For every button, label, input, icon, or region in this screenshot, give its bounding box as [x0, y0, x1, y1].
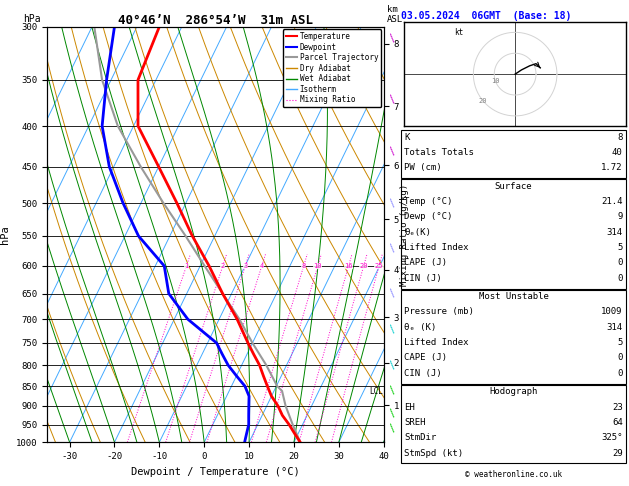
Text: 10: 10 — [313, 263, 322, 269]
Text: /: / — [387, 323, 399, 334]
Text: /: / — [387, 197, 399, 208]
Text: kt: kt — [455, 28, 464, 37]
Text: θₑ (K): θₑ (K) — [404, 323, 437, 332]
Text: PW (cm): PW (cm) — [404, 163, 442, 172]
Text: Lifted Index: Lifted Index — [404, 243, 469, 252]
Text: 40: 40 — [612, 148, 623, 157]
Text: CIN (J): CIN (J) — [404, 369, 442, 378]
Text: Hodograph: Hodograph — [489, 387, 538, 396]
Text: /: / — [387, 360, 399, 371]
Text: Dewp (°C): Dewp (°C) — [404, 212, 453, 221]
Text: CAPE (J): CAPE (J) — [404, 258, 447, 267]
X-axis label: Dewpoint / Temperature (°C): Dewpoint / Temperature (°C) — [131, 467, 300, 477]
Text: K: K — [404, 133, 410, 141]
Text: 0: 0 — [617, 274, 623, 282]
Text: /: / — [387, 422, 399, 434]
Text: 5: 5 — [617, 243, 623, 252]
Text: 20: 20 — [359, 263, 368, 269]
Text: 64: 64 — [612, 418, 623, 427]
Text: 10: 10 — [491, 78, 500, 84]
Text: 0: 0 — [617, 369, 623, 378]
Text: 325°: 325° — [601, 433, 623, 442]
Text: Lifted Index: Lifted Index — [404, 338, 469, 347]
Text: 16: 16 — [344, 263, 353, 269]
Text: 03.05.2024  06GMT  (Base: 18): 03.05.2024 06GMT (Base: 18) — [401, 11, 572, 21]
Text: 23: 23 — [612, 402, 623, 412]
Text: EH: EH — [404, 402, 415, 412]
Text: km
ASL: km ASL — [387, 5, 403, 24]
Text: Most Unstable: Most Unstable — [479, 292, 548, 301]
Text: 8: 8 — [301, 263, 306, 269]
Text: 314: 314 — [606, 323, 623, 332]
Title: 40°46’N  286°54’W  31m ASL: 40°46’N 286°54’W 31m ASL — [118, 14, 313, 27]
Text: © weatheronline.co.uk: © weatheronline.co.uk — [465, 469, 562, 479]
Text: 4: 4 — [260, 263, 264, 269]
Text: 8: 8 — [617, 133, 623, 141]
Text: /: / — [387, 33, 399, 44]
Text: 20: 20 — [479, 98, 487, 104]
Text: 29: 29 — [612, 449, 623, 457]
Text: /: / — [387, 408, 399, 419]
Text: Temp (°C): Temp (°C) — [404, 197, 453, 206]
Text: 314: 314 — [606, 227, 623, 237]
Text: /: / — [387, 384, 399, 396]
Text: LCL: LCL — [369, 386, 383, 396]
Text: 9: 9 — [617, 212, 623, 221]
Text: StmDir: StmDir — [404, 433, 437, 442]
Text: 21.4: 21.4 — [601, 197, 623, 206]
Text: Totals Totals: Totals Totals — [404, 148, 474, 157]
Text: Pressure (mb): Pressure (mb) — [404, 308, 474, 316]
Text: 0: 0 — [617, 258, 623, 267]
Text: 5: 5 — [617, 338, 623, 347]
Legend: Temperature, Dewpoint, Parcel Trajectory, Dry Adiabat, Wet Adiabat, Isotherm, Mi: Temperature, Dewpoint, Parcel Trajectory… — [283, 29, 381, 107]
Text: SREH: SREH — [404, 418, 426, 427]
Text: /: / — [387, 288, 399, 299]
Text: 1.72: 1.72 — [601, 163, 623, 172]
Text: 2: 2 — [221, 263, 225, 269]
Text: /: / — [387, 145, 399, 156]
Text: StmSpd (kt): StmSpd (kt) — [404, 449, 464, 457]
Text: Surface: Surface — [495, 182, 532, 191]
Text: hPa: hPa — [23, 14, 41, 24]
Text: 25: 25 — [375, 263, 383, 269]
Y-axis label: Mixing Ratio (g/kg): Mixing Ratio (g/kg) — [400, 183, 409, 286]
Text: θₑ(K): θₑ(K) — [404, 227, 431, 237]
Text: CAPE (J): CAPE (J) — [404, 353, 447, 363]
Y-axis label: hPa: hPa — [1, 225, 11, 244]
Text: /: / — [387, 93, 399, 104]
Text: 1: 1 — [184, 263, 189, 269]
Text: CIN (J): CIN (J) — [404, 274, 442, 282]
Text: 0: 0 — [617, 353, 623, 363]
Text: 1009: 1009 — [601, 308, 623, 316]
Text: /: / — [387, 243, 399, 254]
Text: 3: 3 — [243, 263, 247, 269]
